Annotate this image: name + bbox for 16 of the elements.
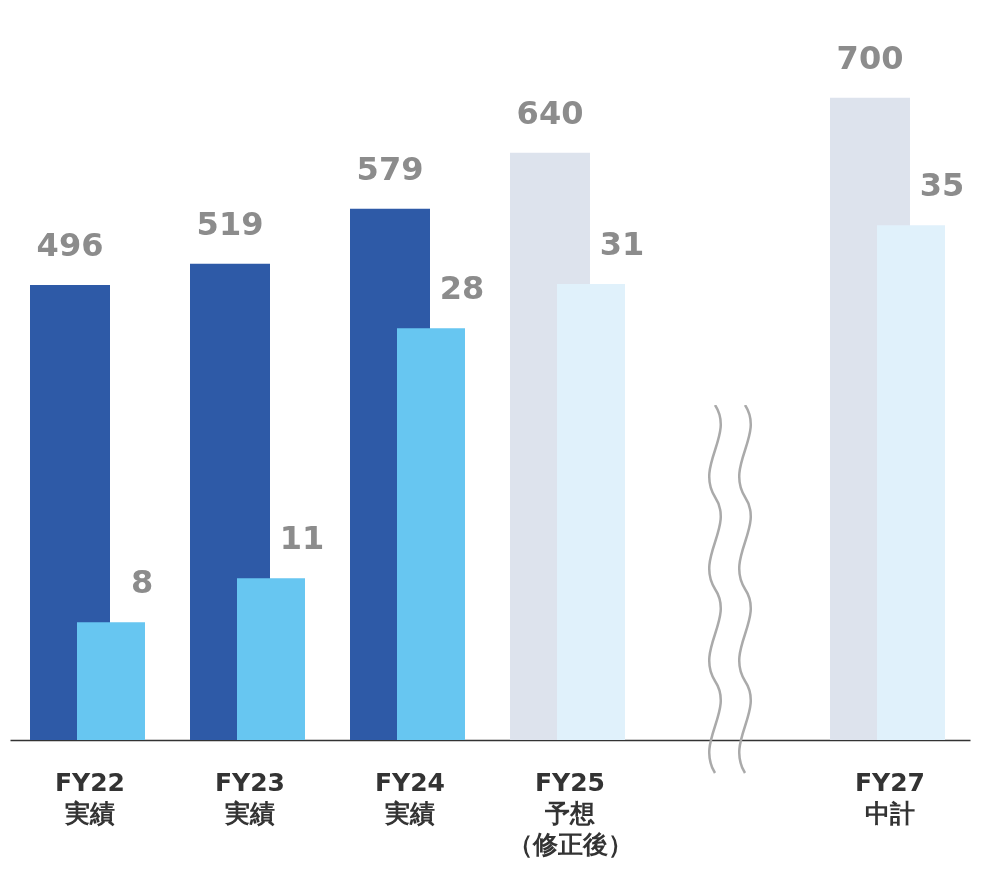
data-label: 28 (439, 269, 485, 308)
data-label: 11 (279, 519, 325, 558)
data-label: 700 (836, 38, 904, 77)
x-tick-label: FY24 実績 (375, 767, 445, 828)
data-label: 579 (356, 149, 424, 188)
data-label: 496 (36, 225, 104, 264)
data-label: 8 (130, 563, 154, 602)
data-label: 519 (196, 204, 264, 243)
x-tick-label: FY25 予想（修正後） (507, 767, 633, 859)
data-label: 640 (516, 93, 584, 132)
data-label: 31 (599, 225, 645, 264)
x-tick-label: FY27 中計 (855, 767, 925, 828)
data-label: 35 (919, 166, 965, 205)
bar (77, 622, 145, 740)
x-tick-label: FY23 実績 (215, 767, 285, 828)
x-tick-label: FY22 実績 (55, 767, 125, 828)
